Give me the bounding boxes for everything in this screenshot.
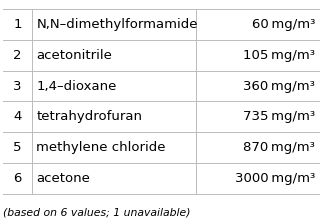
Text: 1,4–dioxane: 1,4–dioxane — [36, 80, 117, 93]
Text: 2: 2 — [13, 49, 22, 62]
Text: methylene chloride: methylene chloride — [36, 141, 166, 154]
Text: acetonitrile: acetonitrile — [36, 49, 112, 62]
Text: tetrahydrofuran: tetrahydrofuran — [36, 110, 142, 123]
Text: 3000 mg/m³: 3000 mg/m³ — [235, 172, 315, 185]
Text: 735 mg/m³: 735 mg/m³ — [243, 110, 315, 123]
Text: acetone: acetone — [36, 172, 90, 185]
Text: N,N–dimethylformamide: N,N–dimethylformamide — [36, 18, 198, 31]
Text: 870 mg/m³: 870 mg/m³ — [243, 141, 315, 154]
Text: 5: 5 — [13, 141, 22, 154]
Text: 3: 3 — [13, 80, 22, 93]
Text: 360 mg/m³: 360 mg/m³ — [243, 80, 315, 93]
Text: 6: 6 — [13, 172, 22, 185]
Text: 1: 1 — [13, 18, 22, 31]
Text: 4: 4 — [13, 110, 22, 123]
Text: 60 mg/m³: 60 mg/m³ — [251, 18, 315, 31]
Text: (based on 6 values; 1 unavailable): (based on 6 values; 1 unavailable) — [3, 208, 191, 218]
Text: 105 mg/m³: 105 mg/m³ — [243, 49, 315, 62]
